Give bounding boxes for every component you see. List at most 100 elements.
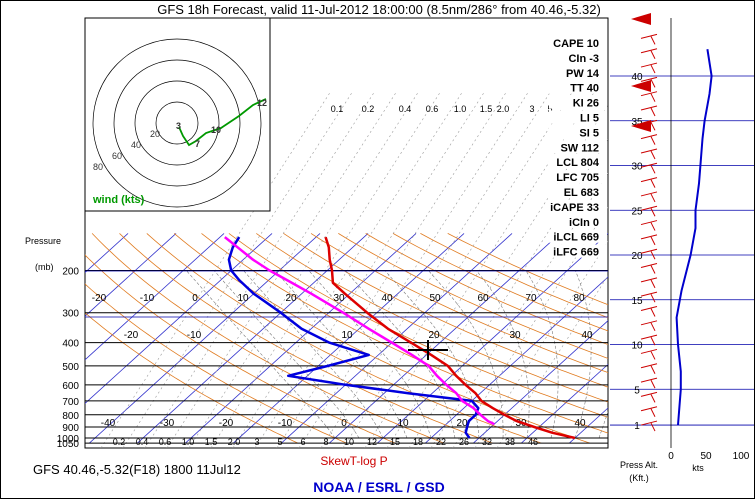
profile-line-1 <box>227 236 480 439</box>
index-value: EL 683 <box>564 187 599 199</box>
index-value: iCAPE 33 <box>550 202 599 214</box>
pressure-tick-label: 900 <box>62 423 79 434</box>
wind-barb <box>640 363 658 369</box>
mixing-ratio-label-bottom: 10 <box>344 437 354 447</box>
wind-pennant <box>631 120 651 132</box>
index-value: PW 14 <box>566 68 600 80</box>
index-value: iLFC 669 <box>553 247 599 259</box>
mixing-ratio-label-bottom: 6 <box>300 437 305 447</box>
mixing-ratio-label-bottom: 38 <box>505 437 515 447</box>
wind-barb <box>640 406 658 412</box>
temp-label: 10 <box>397 418 409 429</box>
pressure-tick-label: 400 <box>62 339 79 350</box>
index-value: iLCL 669 <box>553 232 599 244</box>
chart-title: GFS 18h Forecast, valid 11-Jul-2012 18:0… <box>157 2 601 17</box>
pressure-axis-title: Pressure <box>25 236 61 246</box>
mixing-ratio-label: 3 <box>529 104 534 114</box>
altitude-tick-label: 25 <box>631 206 643 217</box>
wind-barb <box>640 62 658 68</box>
theta-label: 60 <box>477 293 489 304</box>
footer-model-info: GFS 40.46,-5.32(F18) 1800 11Jul12 <box>33 462 241 477</box>
pressure-tick-label: 700 <box>62 397 79 408</box>
mixing-ratio-line <box>144 90 376 448</box>
stability-indices: CAPE 10 CIn -3 PW 14 TT 40 KI 26 LI 5 SI 5 SW 1… <box>549 36 607 259</box>
footer-skewt-label: SkewT-log P <box>320 454 387 468</box>
theta-label: 40 <box>381 293 393 304</box>
index-value: SI 5 <box>579 127 599 139</box>
temp-label: -10 <box>278 418 293 429</box>
pressure-axis-unit: (mb) <box>35 262 54 272</box>
index-value: TT 40 <box>570 83 599 95</box>
mixing-ratio-label-bottom: 5 <box>277 437 282 447</box>
mixing-ratio-line <box>364 90 596 448</box>
wind-barb <box>640 248 658 254</box>
theta-label-mid: -20 <box>124 330 139 341</box>
index-bg <box>549 65 607 79</box>
index-value: SW 112 <box>560 142 599 154</box>
theta-label-mid: 40 <box>581 330 593 341</box>
index-bg <box>549 229 607 243</box>
isotherm-line <box>89 233 321 444</box>
dry-adiabat <box>338 233 608 359</box>
wind-barb <box>640 105 658 111</box>
index-value: LCL 804 <box>556 157 599 169</box>
index-bg <box>549 155 607 169</box>
wind-barb <box>640 348 658 354</box>
temp-label: 0 <box>341 418 347 429</box>
mixing-ratio-line <box>100 90 332 448</box>
footer-org: NOAA / ESRL / GSD <box>313 479 444 495</box>
pressure-tick-label: 1050 <box>57 439 80 450</box>
moist-adiabat <box>243 270 384 439</box>
wind-pennant <box>631 80 651 92</box>
isotherm-line <box>85 233 177 317</box>
wind-barb <box>640 334 658 340</box>
mixing-ratio-label-bottom: 1.5 <box>205 437 218 447</box>
hodograph-ring <box>113 59 241 187</box>
moist-adiabat <box>213 270 360 439</box>
theta-label: -10 <box>140 293 155 304</box>
mixing-ratio-label-bottom: 46 <box>528 437 538 447</box>
mixing-ratio-label-bottom: 0.6 <box>159 437 172 447</box>
theta-label: 0 <box>192 293 198 304</box>
isotherm-line <box>569 407 608 444</box>
theta-label-mid: 10 <box>341 330 353 341</box>
hodograph-ring <box>134 80 220 166</box>
dry-adiabat <box>392 233 608 332</box>
hodograph-height-label: 3 <box>176 121 181 131</box>
index-bg <box>549 36 607 49</box>
mixing-ratio-label-bottom: 32 <box>482 437 492 447</box>
index-value: LFC 705 <box>556 172 599 184</box>
moist-adiabat <box>598 410 608 439</box>
hodograph-ring-label: 40 <box>131 140 141 150</box>
dry-adiabat <box>365 233 608 345</box>
mixing-ratio-line <box>188 90 420 448</box>
theta-label-mid: 20 <box>428 330 440 341</box>
isotherm-line <box>377 233 608 444</box>
isotherm-line <box>281 233 513 444</box>
wind-barb <box>640 320 658 326</box>
mixing-ratio-line <box>122 90 354 448</box>
theta-label-mid: 30 <box>509 330 521 341</box>
wind-barb <box>640 205 658 211</box>
temp-label: -20 <box>219 418 234 429</box>
mixing-ratio-line <box>408 138 608 448</box>
isotherm-line <box>85 233 273 404</box>
mixing-ratio-label-bottom: 22 <box>436 437 446 447</box>
dry-adiabat <box>310 233 608 373</box>
index-bg <box>549 125 607 139</box>
hodograph-ring-label: 20 <box>150 129 160 139</box>
wind-barb <box>640 162 658 168</box>
wind-barb <box>640 76 658 82</box>
mixing-ratio-line <box>298 90 530 448</box>
index-bg <box>549 170 607 184</box>
mixing-ratio-label: 0.4 <box>399 104 412 114</box>
theta-label: -20 <box>92 293 107 304</box>
temp-label: -40 <box>101 418 116 429</box>
altitude-tick-label: 30 <box>631 162 643 173</box>
pressure-tick-label: 800 <box>62 411 79 422</box>
index-bg <box>549 199 607 213</box>
profile-line-0 <box>324 236 576 440</box>
mixing-ratio-label-bottom: 15 <box>390 437 400 447</box>
isotherm-line <box>425 276 608 444</box>
